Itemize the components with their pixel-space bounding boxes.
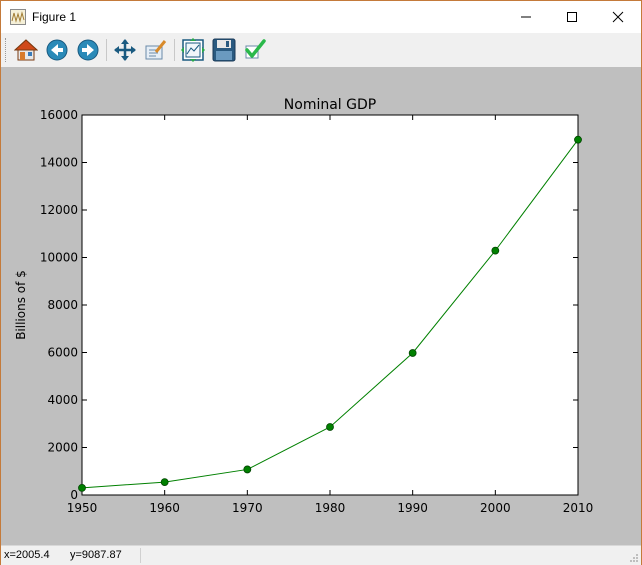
forward-button[interactable] [75,37,101,63]
x-tick-label: 1970 [232,501,263,515]
save-button[interactable] [211,37,237,63]
pan-icon [114,39,136,61]
y-tick-label: 12000 [40,203,78,217]
y-axis-label: Billions of $ [14,270,28,340]
toolbar-grip[interactable] [5,38,9,62]
x-tick-label: 1980 [315,501,346,515]
home-icon [14,39,38,61]
edit-parameters-button[interactable] [242,37,268,63]
zoom-button[interactable] [143,37,169,63]
zoom-icon [145,40,167,60]
data-point[interactable] [243,465,252,474]
cursor-x-readout: x=2005.4 [4,549,50,561]
maximize-icon [567,12,577,22]
maximize-button[interactable] [549,1,595,33]
minimize-icon [521,16,531,18]
y-tick-label: 10000 [40,251,78,265]
y-tick-label: 8000 [47,298,78,312]
toolbar-separator [106,39,107,61]
window-title: Figure 1 [32,10,77,24]
figure-canvas[interactable]: Nominal GDP Billions of $ 1950 1960 1970 19… [1,67,641,545]
x-tick-label: 1960 [149,501,180,515]
data-point[interactable] [326,423,334,431]
chart[interactable]: Nominal GDP Billions of $ 1950 1960 1970 19… [1,67,641,545]
configure-subplots-button[interactable] [180,37,206,63]
close-icon [612,11,624,23]
data-point[interactable] [408,349,417,357]
x-tick-label: 2000 [480,501,511,515]
chart-title: Nominal GDP [284,97,376,113]
y-tick-label: 4000 [47,393,78,407]
y-tick-label: 0 [70,488,78,502]
data-point[interactable] [491,246,500,255]
data-point[interactable] [160,478,169,487]
plot-area[interactable] [81,114,579,496]
status-separator [140,548,141,563]
y-tick-label: 6000 [47,346,78,360]
forward-icon [77,39,99,61]
pan-button[interactable] [112,37,138,63]
resize-grip-icon[interactable] [629,553,639,563]
save-icon [212,38,236,62]
configure-subplots-icon [181,38,205,62]
toolbar-separator [174,39,175,61]
status-bar: x=2005.4 y=9087.87 [1,545,641,565]
x-tick-label: 1950 [67,501,98,515]
home-button[interactable] [13,37,39,63]
y-tick-label: 16000 [40,108,78,122]
app-icon [10,9,26,25]
back-icon [46,39,68,61]
close-button[interactable] [595,1,641,33]
cursor-y-readout: y=9087.87 [70,549,122,561]
x-tick-label: 2010 [563,501,594,515]
minimize-button[interactable] [503,1,549,33]
back-button[interactable] [44,37,70,63]
checkmark-icon [245,39,266,59]
title-bar[interactable]: Figure 1 [1,1,641,33]
navigation-toolbar [1,33,641,67]
x-tick-label: 1990 [397,501,428,515]
data-point[interactable] [574,135,582,144]
y-tick-label: 14000 [40,156,78,170]
y-tick-label: 2000 [47,441,78,455]
data-point[interactable] [78,483,86,492]
